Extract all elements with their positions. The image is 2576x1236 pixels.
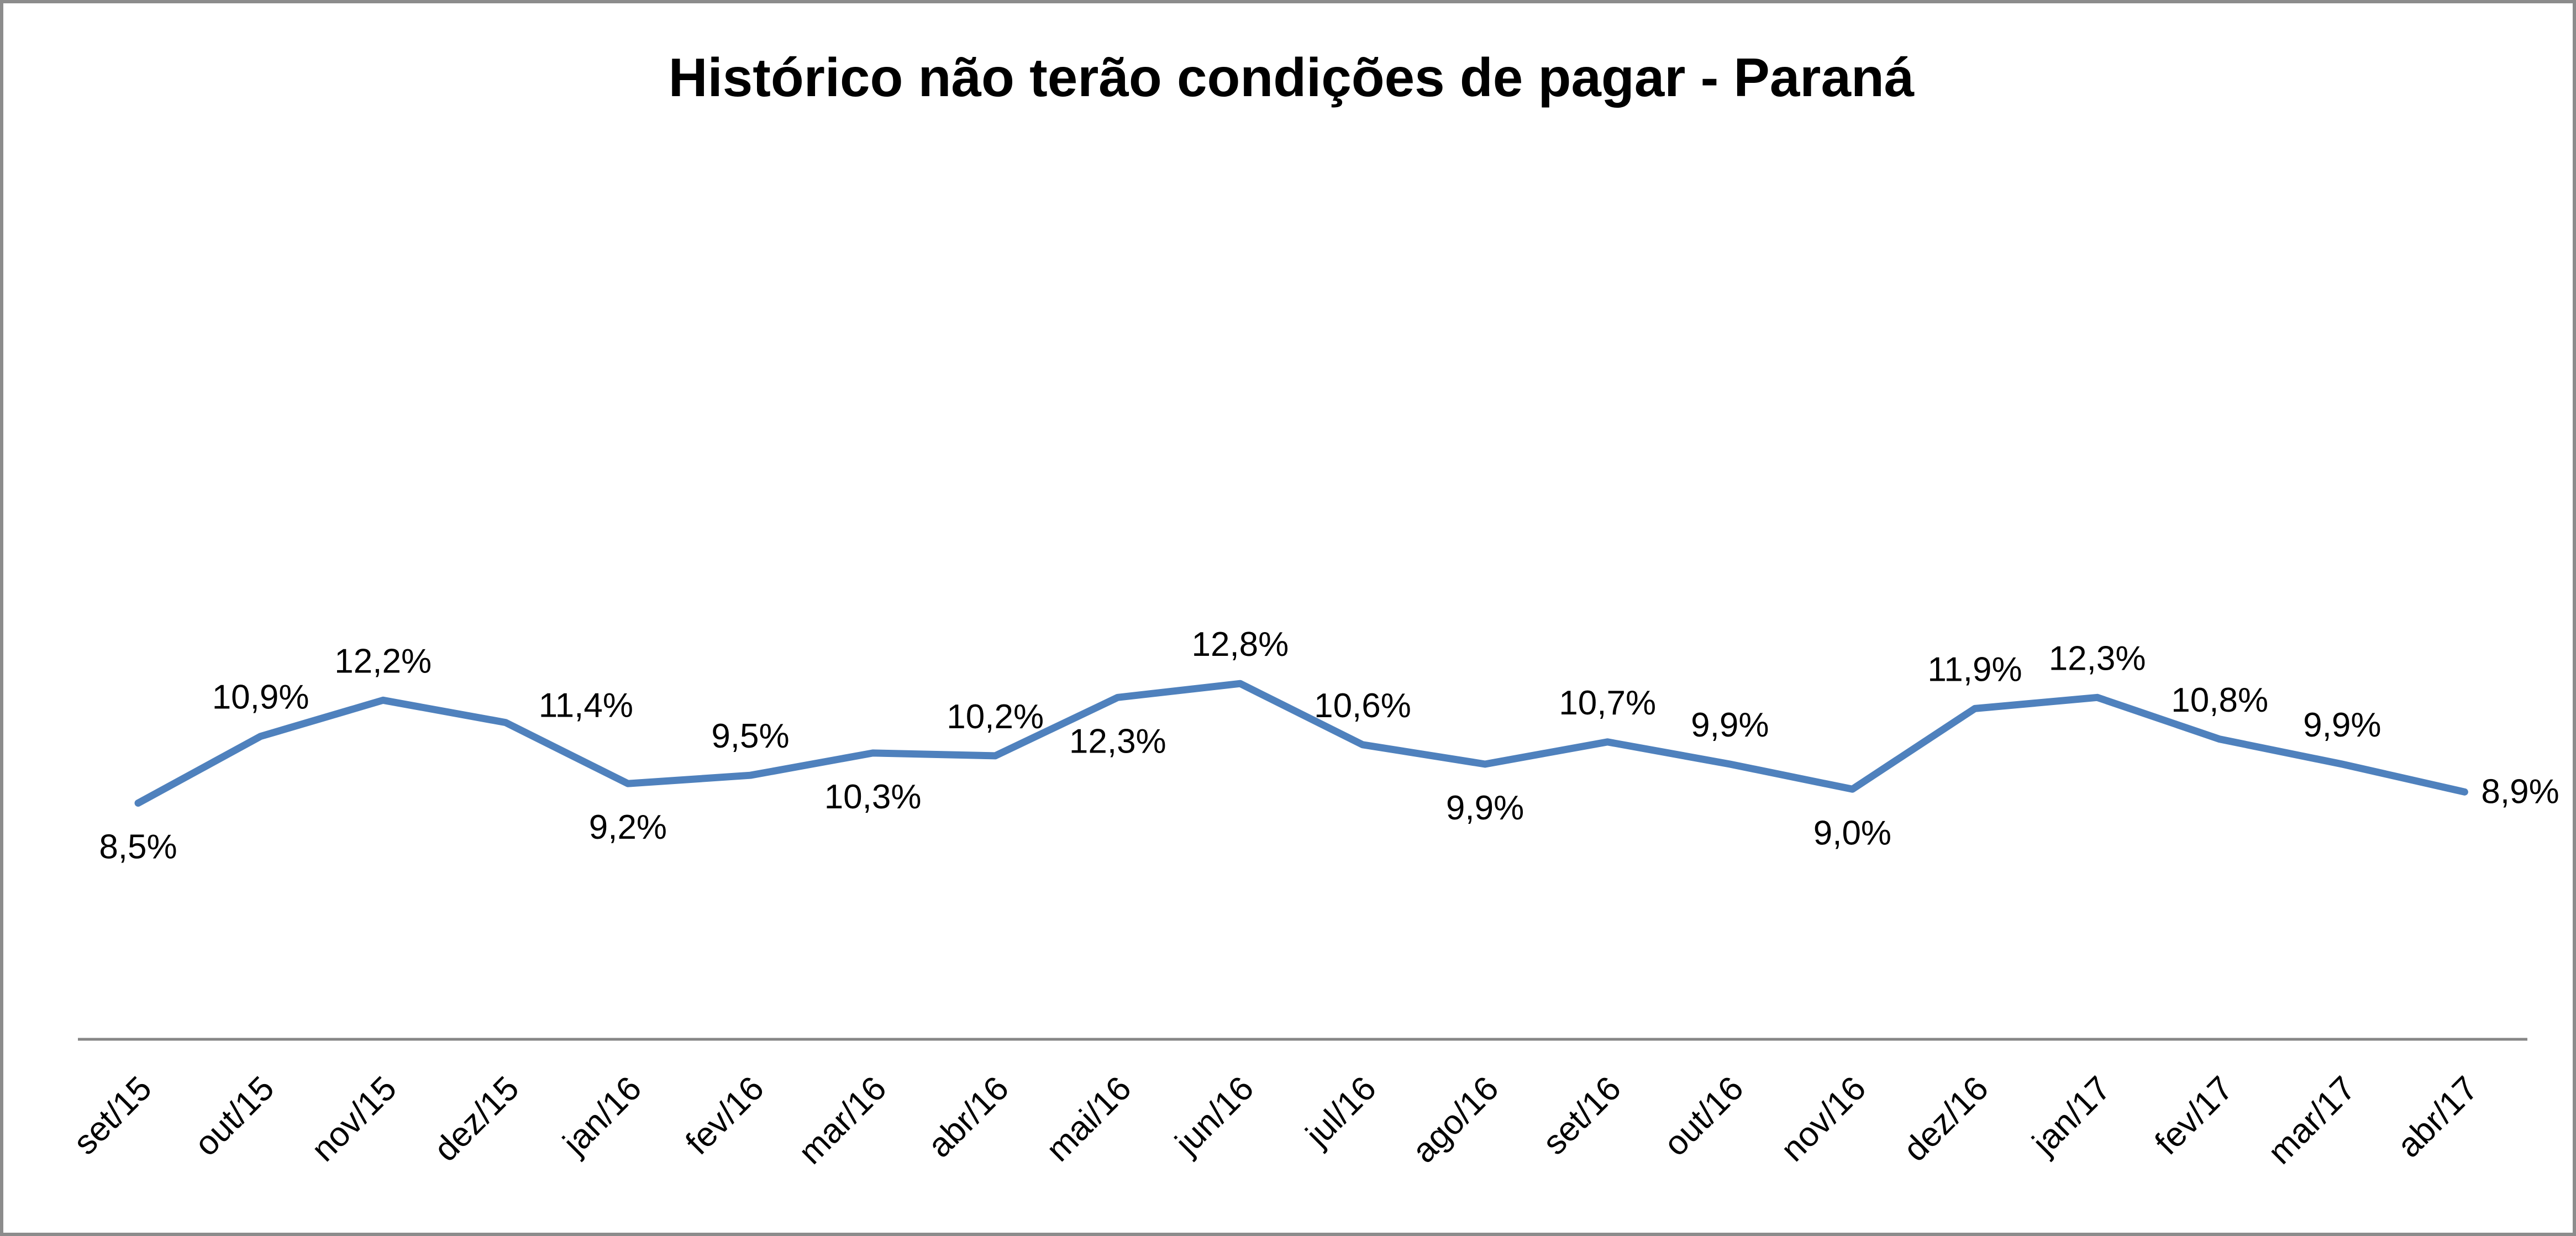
chart-title: Histórico não terão condições de pagar -…: [668, 47, 1915, 108]
x-tick-label: jan/17: [2025, 1069, 2118, 1163]
x-tick-label: fev/17: [2148, 1069, 2241, 1162]
data-label: 10,3%: [824, 778, 922, 816]
x-tick-label: out/16: [1657, 1069, 1751, 1164]
data-label: 10,6%: [1314, 687, 1411, 725]
data-label: 10,2%: [947, 698, 1044, 736]
data-label: 9,9%: [2303, 706, 2381, 744]
x-tick-label: nov/16: [1774, 1069, 1873, 1169]
data-label: 12,3%: [2049, 639, 2146, 677]
data-label: 9,5%: [711, 717, 789, 755]
series-line: [134, 680, 2468, 807]
x-tick-label: jul/16: [1298, 1069, 1384, 1155]
x-tick-label: dez/15: [427, 1069, 526, 1169]
data-label: 11,9%: [1927, 650, 2022, 688]
data-label: 10,9%: [212, 679, 309, 717]
data-labels: 8,5% 10,9% 12,2% 11,4% 9,2% 9,5% 10,3% 10,2% 12,…: [99, 625, 2559, 866]
data-label: 12,3%: [1069, 722, 1166, 760]
x-tick-label: nov/15: [304, 1069, 404, 1169]
data-label: 8,5%: [99, 828, 177, 866]
data-label: 9,9%: [1446, 789, 1524, 827]
data-label: 9,9%: [1691, 706, 1769, 744]
data-label: 11,4%: [539, 687, 633, 725]
x-tick-label: jan/16: [555, 1069, 649, 1163]
x-tick-label: abr/16: [921, 1069, 1016, 1165]
x-tick-label: ago/16: [1405, 1069, 1506, 1170]
x-tick-label: set/15: [66, 1069, 159, 1162]
x-tick-label: dez/16: [1896, 1069, 1995, 1169]
x-tick-label: jun/16: [1168, 1069, 1261, 1163]
line-chart: 8,5% 10,9% 12,2% 11,4% 9,2% 9,5% 10,3% 10,2% 12,…: [66, 625, 2559, 1171]
x-tick-label: set/16: [1536, 1069, 1628, 1162]
data-label: 10,8%: [2171, 681, 2268, 719]
data-label: 10,7%: [1559, 684, 1656, 722]
data-label: 8,9%: [2481, 772, 2559, 811]
data-label: 12,2%: [334, 642, 432, 680]
data-label: 9,0%: [1813, 814, 1891, 852]
data-label: 12,8%: [1191, 625, 1289, 664]
x-tick-label: mar/17: [2260, 1069, 2363, 1171]
data-label: 9,2%: [589, 808, 667, 846]
x-tick-label: fev/16: [679, 1069, 771, 1162]
x-tick-label: mai/16: [1039, 1069, 1138, 1169]
x-tick-label: abr/17: [2390, 1069, 2485, 1165]
x-tick-labels: set/15 out/15 nov/15 dez/15 jan/16 fev/16 mar/…: [66, 1069, 2486, 1171]
x-tick-label: out/15: [187, 1069, 282, 1164]
x-tick-label: mar/16: [791, 1069, 893, 1171]
